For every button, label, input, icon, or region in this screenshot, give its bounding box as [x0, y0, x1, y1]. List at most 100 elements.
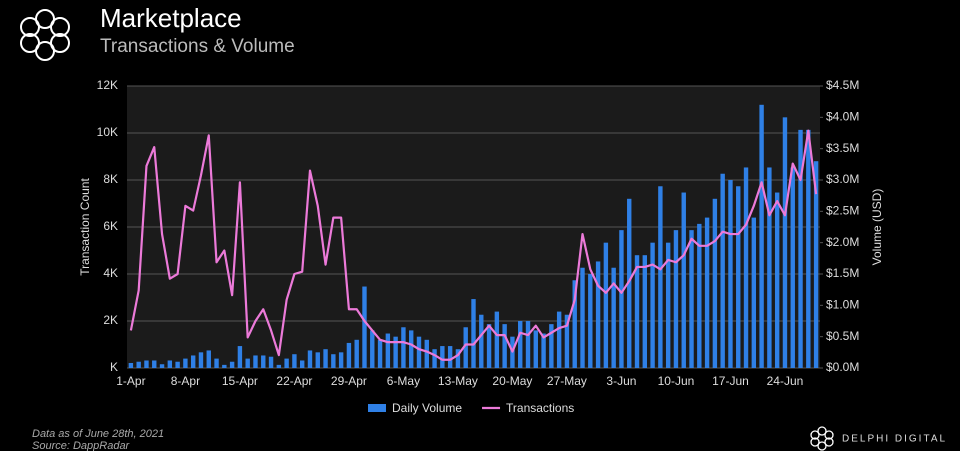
y2-tick-label: $3.0M: [826, 172, 859, 186]
y-tick-label: 12K: [97, 78, 118, 92]
volume-bar: [541, 333, 546, 368]
volume-bar: [447, 346, 453, 368]
volume-bar: [253, 355, 258, 368]
x-tick-label: 24-Jun: [767, 374, 804, 388]
volume-bar: [595, 261, 601, 368]
y2-tick-label: $4.0M: [826, 110, 859, 124]
title: Marketplace: [100, 3, 242, 33]
volume-bar: [440, 346, 445, 368]
x-tick-label: 13-May: [438, 374, 478, 388]
volume-bar: [533, 330, 538, 368]
volume-bar: [409, 330, 414, 368]
y2-tick-label: $2.5M: [826, 204, 859, 218]
volume-bar: [276, 364, 282, 368]
volume-bar: [206, 350, 211, 368]
y2-tick-label: $3.5M: [826, 141, 859, 155]
volume-bar: [782, 117, 788, 368]
volume-bar: [292, 354, 297, 368]
y-axis-title: Transaction Count: [78, 178, 92, 276]
volume-bar: [697, 223, 702, 368]
brand: DELPHI DIGITAL: [842, 434, 947, 445]
x-tick-label: 8-Apr: [171, 374, 200, 388]
volume-bar: [665, 242, 671, 368]
y-tick-label: 6K: [103, 219, 118, 233]
volume-bar: [370, 330, 375, 368]
y2-tick-label: $1.5M: [826, 266, 859, 280]
volume-bar: [704, 217, 710, 368]
volume-bar: [588, 274, 593, 368]
volume-bar: [315, 352, 320, 368]
volume-bar: [494, 311, 500, 368]
volume-bar: [518, 321, 523, 368]
volume-bar: [479, 314, 484, 368]
volume-bar: [268, 356, 274, 368]
volume-bar: [229, 361, 235, 368]
volume-bar: [728, 180, 733, 368]
volume-bar: [743, 167, 749, 368]
volume-bar: [354, 339, 359, 368]
volume-bar: [346, 342, 352, 368]
volume-bar: [736, 186, 741, 368]
volume-bar: [627, 198, 632, 368]
volume-bar: [650, 242, 655, 368]
volume-bar: [580, 267, 585, 368]
source: Source: DappRadar: [32, 440, 131, 451]
volume-bar: [813, 161, 819, 368]
y2-tick-label: $0.5M: [826, 329, 859, 343]
subtitle: Transactions & Volume: [100, 36, 295, 57]
volume-bar: [658, 186, 663, 368]
volume-bar: [284, 358, 289, 368]
volume-bar: [159, 364, 165, 368]
volume-bar: [759, 104, 764, 369]
volume-bar: [338, 352, 344, 368]
volume-bar: [175, 361, 180, 368]
y-tick-label: 2K: [103, 313, 118, 327]
volume-bar: [307, 350, 313, 368]
volume-bar: [144, 360, 149, 368]
x-tick-label: 6-May: [387, 374, 420, 388]
x-tick-label: 3-Jun: [606, 374, 636, 388]
volume-bar: [416, 336, 422, 368]
volume-bar: [642, 255, 648, 368]
volume-bar: [634, 255, 640, 368]
y2-tick-label: $2.0M: [826, 235, 859, 249]
volume-bar: [790, 167, 795, 368]
volume-bar: [237, 346, 243, 368]
volume-bar: [432, 349, 437, 368]
volume-bar: [190, 355, 196, 368]
volume-bar: [362, 286, 367, 368]
legend-swatch: [368, 404, 386, 412]
x-tick-label: 17-Jun: [712, 374, 749, 388]
volume-bar: [712, 198, 718, 368]
volume-bar: [331, 354, 336, 368]
volume-bar: [471, 299, 476, 368]
volume-bar: [463, 327, 468, 368]
volume-bar: [619, 230, 624, 368]
logo: [20, 9, 70, 61]
footnote: Data as of June 28th, 2021: [32, 428, 164, 440]
y-tick-label: 4K: [103, 266, 118, 280]
volume-bar: [564, 314, 570, 368]
volume-bar: [681, 192, 686, 368]
volume-bar: [549, 324, 554, 368]
volume-bar: [401, 327, 406, 368]
y2-tick-label: $4.5M: [826, 78, 859, 92]
volume-bar: [261, 355, 266, 368]
volume-bar: [424, 339, 429, 368]
volume-bar: [299, 360, 305, 368]
volume-bar: [806, 129, 811, 368]
volume-bar: [751, 217, 757, 368]
volume-bar: [767, 167, 772, 368]
y-tick-label: K: [110, 360, 118, 374]
legend-label: Daily Volume: [392, 401, 462, 415]
y-tick-label: 10K: [97, 125, 118, 139]
volume-bar: [502, 324, 507, 368]
volume-bar: [214, 358, 219, 368]
volume-bar: [245, 358, 250, 368]
x-tick-label: 20-May: [492, 374, 532, 388]
volume-bar: [603, 242, 609, 368]
volume-bar: [393, 336, 398, 368]
volume-bar: [198, 352, 204, 368]
volume-bar: [323, 349, 328, 368]
